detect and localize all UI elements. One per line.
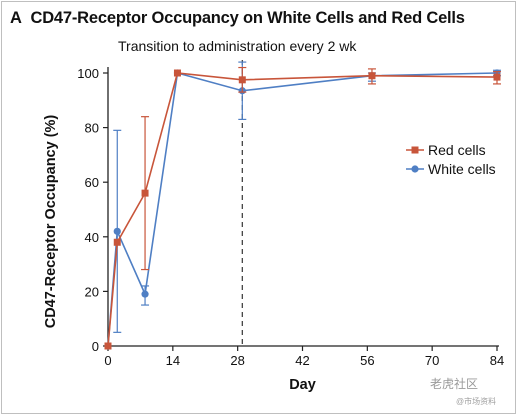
chart-title: A CD47-Receptor Occupancy on White Cells… bbox=[10, 9, 465, 28]
x-tick-label: 14 bbox=[166, 353, 180, 368]
data-point bbox=[173, 69, 181, 77]
data-point bbox=[238, 76, 246, 84]
watermark-text: 老虎社区 bbox=[430, 377, 479, 391]
legend-label: Red cells bbox=[428, 142, 486, 158]
x-tick-label: 42 bbox=[295, 353, 309, 368]
y-tick-label: 80 bbox=[85, 121, 99, 136]
y-axis-label: CD47-Receptor Occupancy (%) bbox=[43, 115, 59, 329]
annotation-text: Transition to administration every 2 wk bbox=[118, 38, 357, 54]
x-tick-label: 0 bbox=[104, 353, 111, 368]
panel-label: A bbox=[10, 9, 22, 27]
legend-marker bbox=[411, 146, 419, 154]
watermark-subtext: @市场资料 bbox=[456, 397, 497, 406]
series-line-0 bbox=[107, 72, 498, 347]
x-tick-label: 70 bbox=[425, 353, 439, 368]
x-axis-label: Day bbox=[289, 377, 316, 393]
y-tick-label: 100 bbox=[77, 66, 99, 81]
data-point bbox=[141, 189, 149, 197]
x-tick-label: 28 bbox=[230, 353, 244, 368]
data-point bbox=[104, 342, 112, 350]
y-tick-label: 20 bbox=[85, 284, 99, 299]
x-tick-label: 84 bbox=[490, 353, 504, 368]
title-text: CD47-Receptor Occupancy on White Cells a… bbox=[30, 9, 465, 27]
y-tick-label: 40 bbox=[85, 230, 99, 245]
legend-marker bbox=[411, 165, 419, 173]
data-point bbox=[368, 72, 376, 80]
data-point bbox=[141, 290, 149, 298]
data-point bbox=[493, 73, 501, 81]
x-tick-label: 56 bbox=[360, 353, 374, 368]
data-point bbox=[113, 238, 121, 246]
y-tick-label: 0 bbox=[92, 339, 99, 354]
data-point bbox=[113, 227, 121, 235]
y-tick-label: 60 bbox=[85, 175, 99, 190]
legend-label: White cells bbox=[428, 161, 496, 177]
